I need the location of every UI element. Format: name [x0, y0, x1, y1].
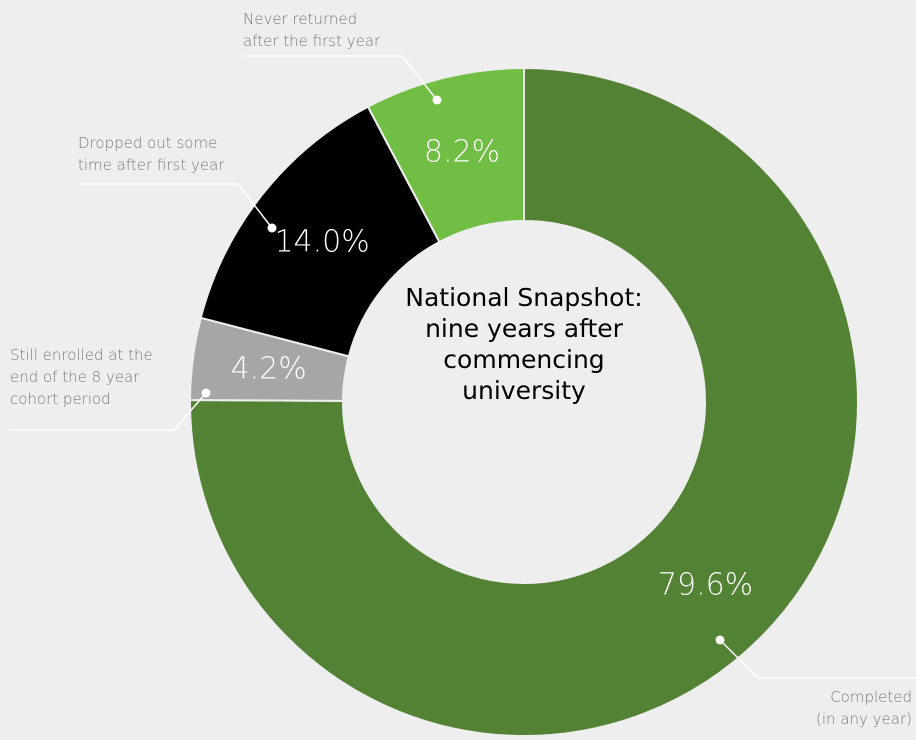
- donut-hole: [343, 221, 705, 583]
- leader-dot: [432, 95, 442, 105]
- category-label: Completed (in any year): [816, 688, 912, 728]
- leader-line: [243, 55, 438, 101]
- value-label: 4.2%: [230, 351, 307, 387]
- leader-line: [78, 183, 273, 229]
- leader-dot: [201, 388, 211, 398]
- chart-title: National Snapshot: nine years after comm…: [405, 283, 643, 405]
- leader-dot: [267, 223, 277, 233]
- value-label: 79.6%: [657, 567, 754, 603]
- leader-line: [10, 392, 207, 431]
- leader-dot: [715, 635, 725, 645]
- value-label: 14.0%: [274, 224, 370, 260]
- category-label: Dropped out some time after first year: [78, 134, 225, 174]
- category-label: Still enrolled at the end of the 8 year …: [10, 346, 153, 408]
- category-label: Never returned after the first year: [243, 10, 381, 50]
- leader-line: [719, 639, 916, 679]
- value-label: 8.2%: [423, 134, 501, 170]
